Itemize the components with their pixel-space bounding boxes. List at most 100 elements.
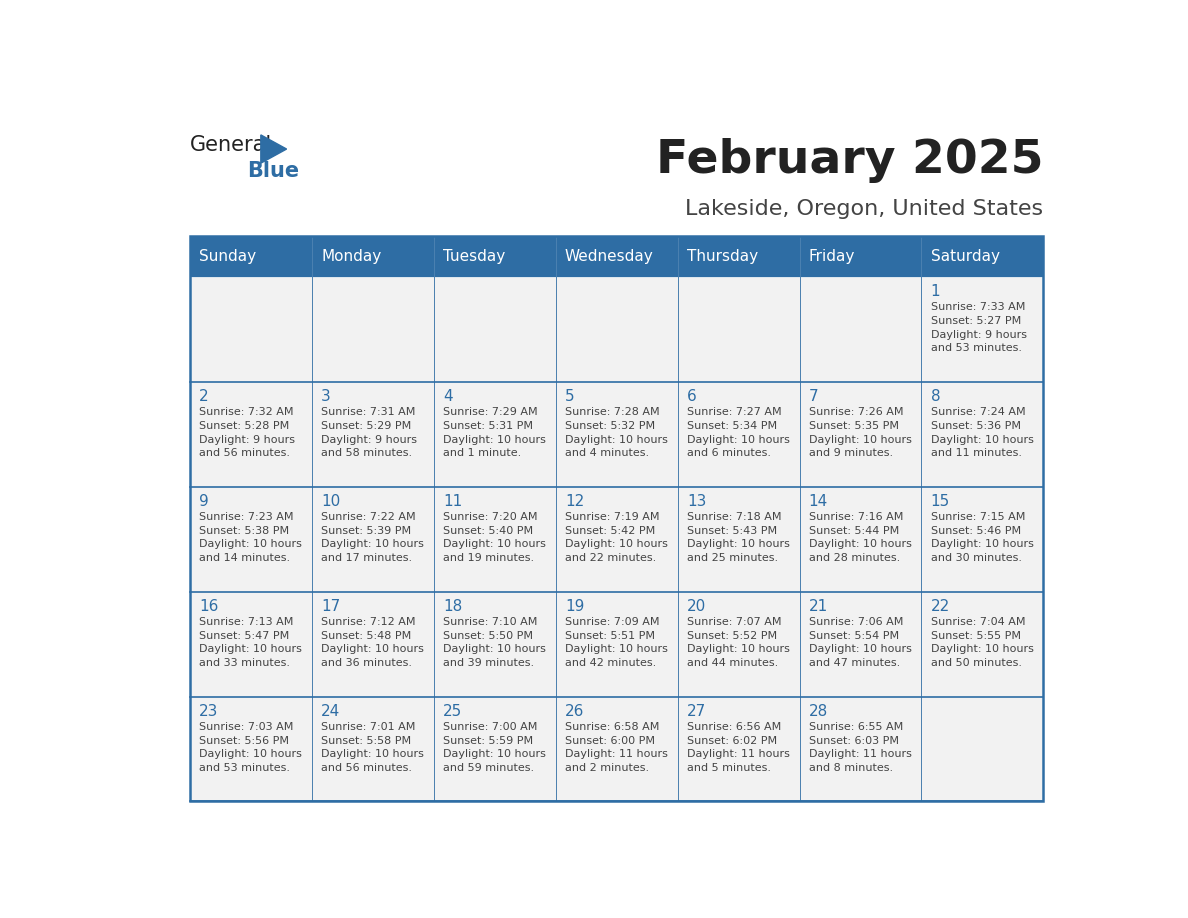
- Text: Sunrise: 7:19 AM
Sunset: 5:42 PM
Daylight: 10 hours
and 22 minutes.: Sunrise: 7:19 AM Sunset: 5:42 PM Dayligh…: [565, 512, 668, 563]
- Bar: [312, 592, 434, 697]
- Text: Sunrise: 7:09 AM
Sunset: 5:51 PM
Daylight: 10 hours
and 42 minutes.: Sunrise: 7:09 AM Sunset: 5:51 PM Dayligh…: [565, 617, 668, 668]
- Text: 19: 19: [565, 599, 584, 614]
- Bar: [800, 592, 922, 697]
- Bar: [556, 697, 677, 801]
- Text: Lakeside, Oregon, United States: Lakeside, Oregon, United States: [685, 198, 1043, 218]
- Text: 1: 1: [930, 284, 941, 299]
- Bar: [800, 236, 922, 277]
- Text: 12: 12: [565, 494, 584, 509]
- Text: Sunrise: 7:15 AM
Sunset: 5:46 PM
Daylight: 10 hours
and 30 minutes.: Sunrise: 7:15 AM Sunset: 5:46 PM Dayligh…: [930, 512, 1034, 563]
- Bar: [190, 487, 312, 592]
- Bar: [922, 487, 1043, 592]
- Text: Sunday: Sunday: [200, 249, 257, 264]
- Bar: [677, 277, 800, 382]
- Bar: [556, 592, 677, 697]
- Text: 13: 13: [687, 494, 706, 509]
- Text: 18: 18: [443, 599, 462, 614]
- Text: 17: 17: [321, 599, 340, 614]
- Text: Wednesday: Wednesday: [565, 249, 653, 264]
- Bar: [922, 277, 1043, 382]
- Text: Sunrise: 7:13 AM
Sunset: 5:47 PM
Daylight: 10 hours
and 33 minutes.: Sunrise: 7:13 AM Sunset: 5:47 PM Dayligh…: [200, 617, 302, 668]
- Bar: [556, 382, 677, 487]
- Bar: [312, 382, 434, 487]
- Text: Thursday: Thursday: [687, 249, 758, 264]
- Bar: [922, 592, 1043, 697]
- Text: Sunrise: 6:58 AM
Sunset: 6:00 PM
Daylight: 11 hours
and 2 minutes.: Sunrise: 6:58 AM Sunset: 6:00 PM Dayligh…: [565, 722, 668, 773]
- Text: 24: 24: [321, 703, 340, 719]
- Bar: [922, 236, 1043, 277]
- Text: Sunrise: 7:20 AM
Sunset: 5:40 PM
Daylight: 10 hours
and 19 minutes.: Sunrise: 7:20 AM Sunset: 5:40 PM Dayligh…: [443, 512, 545, 563]
- Bar: [922, 697, 1043, 801]
- Text: Sunrise: 7:32 AM
Sunset: 5:28 PM
Daylight: 9 hours
and 56 minutes.: Sunrise: 7:32 AM Sunset: 5:28 PM Dayligh…: [200, 408, 295, 458]
- Bar: [190, 277, 312, 382]
- Bar: [434, 697, 556, 801]
- Bar: [800, 487, 922, 592]
- Text: Sunrise: 7:18 AM
Sunset: 5:43 PM
Daylight: 10 hours
and 25 minutes.: Sunrise: 7:18 AM Sunset: 5:43 PM Dayligh…: [687, 512, 790, 563]
- Bar: [434, 382, 556, 487]
- Text: Sunrise: 6:56 AM
Sunset: 6:02 PM
Daylight: 11 hours
and 5 minutes.: Sunrise: 6:56 AM Sunset: 6:02 PM Dayligh…: [687, 722, 790, 773]
- Text: Sunrise: 7:01 AM
Sunset: 5:58 PM
Daylight: 10 hours
and 56 minutes.: Sunrise: 7:01 AM Sunset: 5:58 PM Dayligh…: [321, 722, 424, 773]
- Text: 21: 21: [809, 599, 828, 614]
- Bar: [677, 487, 800, 592]
- Bar: [312, 277, 434, 382]
- Text: 20: 20: [687, 599, 706, 614]
- Bar: [677, 592, 800, 697]
- Text: 8: 8: [930, 389, 941, 404]
- Text: Blue: Blue: [247, 161, 299, 181]
- Text: 6: 6: [687, 389, 696, 404]
- Text: February 2025: February 2025: [656, 139, 1043, 184]
- Text: Friday: Friday: [809, 249, 855, 264]
- Text: General: General: [190, 135, 272, 155]
- Text: Sunrise: 6:55 AM
Sunset: 6:03 PM
Daylight: 11 hours
and 8 minutes.: Sunrise: 6:55 AM Sunset: 6:03 PM Dayligh…: [809, 722, 911, 773]
- Text: Sunrise: 7:07 AM
Sunset: 5:52 PM
Daylight: 10 hours
and 44 minutes.: Sunrise: 7:07 AM Sunset: 5:52 PM Dayligh…: [687, 617, 790, 668]
- Text: Sunrise: 7:28 AM
Sunset: 5:32 PM
Daylight: 10 hours
and 4 minutes.: Sunrise: 7:28 AM Sunset: 5:32 PM Dayligh…: [565, 408, 668, 458]
- Text: 26: 26: [565, 703, 584, 719]
- Text: Tuesday: Tuesday: [443, 249, 505, 264]
- Bar: [434, 592, 556, 697]
- Text: Sunrise: 7:06 AM
Sunset: 5:54 PM
Daylight: 10 hours
and 47 minutes.: Sunrise: 7:06 AM Sunset: 5:54 PM Dayligh…: [809, 617, 911, 668]
- Text: Sunrise: 7:03 AM
Sunset: 5:56 PM
Daylight: 10 hours
and 53 minutes.: Sunrise: 7:03 AM Sunset: 5:56 PM Dayligh…: [200, 722, 302, 773]
- Text: Sunrise: 7:10 AM
Sunset: 5:50 PM
Daylight: 10 hours
and 39 minutes.: Sunrise: 7:10 AM Sunset: 5:50 PM Dayligh…: [443, 617, 545, 668]
- Text: 14: 14: [809, 494, 828, 509]
- Bar: [677, 236, 800, 277]
- Bar: [434, 277, 556, 382]
- Bar: [922, 382, 1043, 487]
- Text: Sunrise: 7:29 AM
Sunset: 5:31 PM
Daylight: 10 hours
and 1 minute.: Sunrise: 7:29 AM Sunset: 5:31 PM Dayligh…: [443, 408, 545, 458]
- Text: 4: 4: [443, 389, 453, 404]
- Text: 10: 10: [321, 494, 340, 509]
- Text: 7: 7: [809, 389, 819, 404]
- Bar: [312, 487, 434, 592]
- Bar: [312, 236, 434, 277]
- Bar: [800, 277, 922, 382]
- Text: Monday: Monday: [321, 249, 381, 264]
- Text: Sunrise: 7:22 AM
Sunset: 5:39 PM
Daylight: 10 hours
and 17 minutes.: Sunrise: 7:22 AM Sunset: 5:39 PM Dayligh…: [321, 512, 424, 563]
- Text: 3: 3: [321, 389, 330, 404]
- Text: 27: 27: [687, 703, 706, 719]
- Text: Sunrise: 7:12 AM
Sunset: 5:48 PM
Daylight: 10 hours
and 36 minutes.: Sunrise: 7:12 AM Sunset: 5:48 PM Dayligh…: [321, 617, 424, 668]
- Bar: [556, 236, 677, 277]
- Text: 15: 15: [930, 494, 950, 509]
- Text: Sunrise: 7:04 AM
Sunset: 5:55 PM
Daylight: 10 hours
and 50 minutes.: Sunrise: 7:04 AM Sunset: 5:55 PM Dayligh…: [930, 617, 1034, 668]
- Text: Sunrise: 7:31 AM
Sunset: 5:29 PM
Daylight: 9 hours
and 58 minutes.: Sunrise: 7:31 AM Sunset: 5:29 PM Dayligh…: [321, 408, 417, 458]
- Bar: [190, 382, 312, 487]
- Bar: [677, 697, 800, 801]
- Bar: [556, 277, 677, 382]
- Text: Sunrise: 7:27 AM
Sunset: 5:34 PM
Daylight: 10 hours
and 6 minutes.: Sunrise: 7:27 AM Sunset: 5:34 PM Dayligh…: [687, 408, 790, 458]
- Bar: [434, 487, 556, 592]
- Text: 5: 5: [565, 389, 575, 404]
- Bar: [800, 697, 922, 801]
- Text: 11: 11: [443, 494, 462, 509]
- Bar: [190, 697, 312, 801]
- Text: Sunrise: 7:24 AM
Sunset: 5:36 PM
Daylight: 10 hours
and 11 minutes.: Sunrise: 7:24 AM Sunset: 5:36 PM Dayligh…: [930, 408, 1034, 458]
- Text: 16: 16: [200, 599, 219, 614]
- Bar: [800, 382, 922, 487]
- Bar: [190, 592, 312, 697]
- Text: 25: 25: [443, 703, 462, 719]
- Text: Sunrise: 7:33 AM
Sunset: 5:27 PM
Daylight: 9 hours
and 53 minutes.: Sunrise: 7:33 AM Sunset: 5:27 PM Dayligh…: [930, 302, 1026, 353]
- Bar: [556, 487, 677, 592]
- Bar: [190, 236, 312, 277]
- Bar: [312, 697, 434, 801]
- Text: Sunrise: 7:00 AM
Sunset: 5:59 PM
Daylight: 10 hours
and 59 minutes.: Sunrise: 7:00 AM Sunset: 5:59 PM Dayligh…: [443, 722, 545, 773]
- Text: 22: 22: [930, 599, 950, 614]
- Text: 9: 9: [200, 494, 209, 509]
